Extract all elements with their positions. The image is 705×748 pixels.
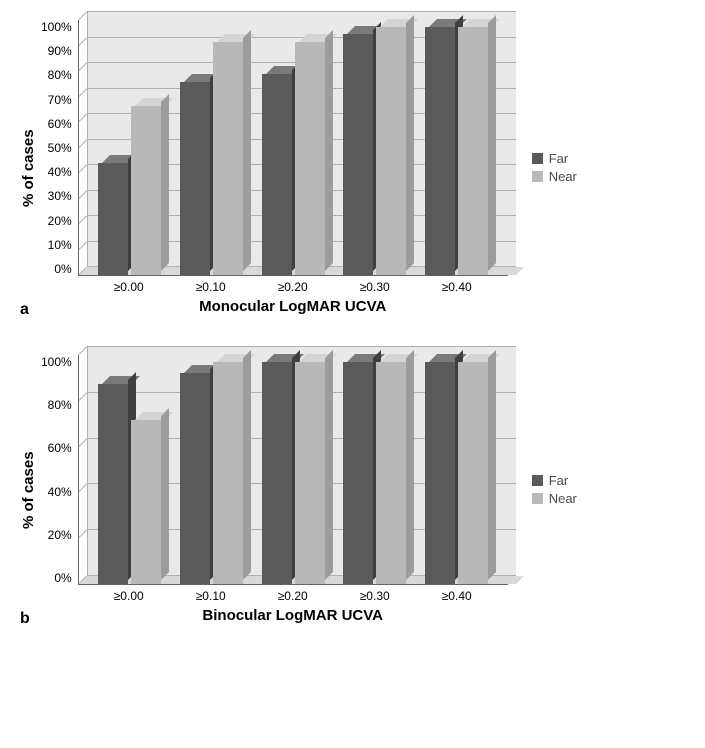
panel-label: b bbox=[20, 610, 30, 628]
bar-far bbox=[262, 74, 292, 275]
bar-far bbox=[425, 362, 455, 584]
bar-near bbox=[131, 420, 161, 584]
legend-swatch-icon bbox=[532, 475, 543, 486]
y-tick-label: 0% bbox=[41, 262, 72, 276]
bar-group bbox=[425, 362, 488, 584]
y-tick-label: 60% bbox=[41, 117, 72, 131]
y-tick-label: 80% bbox=[41, 68, 72, 82]
bar-far bbox=[262, 362, 292, 584]
bar-far bbox=[343, 34, 373, 275]
bar-far bbox=[98, 384, 128, 584]
bar-far bbox=[180, 373, 210, 584]
bar-group bbox=[343, 27, 406, 275]
x-axis-label: Monocular LogMAR UCVA bbox=[78, 298, 508, 315]
legend-item: Near bbox=[532, 491, 577, 506]
bar-far bbox=[180, 82, 210, 275]
x-tick-label: ≥0.30 bbox=[360, 589, 390, 603]
bar-group bbox=[98, 106, 161, 275]
bar-group bbox=[98, 384, 161, 584]
bar-near bbox=[376, 27, 406, 275]
y-tick-label: 20% bbox=[41, 214, 72, 228]
bar-group bbox=[343, 362, 406, 584]
y-tick-label: 70% bbox=[41, 93, 72, 107]
y-tick-label: 80% bbox=[41, 398, 72, 412]
bar-near bbox=[213, 42, 243, 275]
bar-near bbox=[131, 106, 161, 275]
x-tick-label: ≥0.40 bbox=[442, 280, 472, 294]
x-tick-label: ≥0.00 bbox=[114, 280, 144, 294]
x-tick-label: ≥0.20 bbox=[278, 589, 308, 603]
x-tick-label: ≥0.10 bbox=[196, 589, 226, 603]
y-tick-label: 0% bbox=[41, 571, 72, 585]
chart-panel-b: b% of cases100%80%60%40%20%0%≥0.00≥0.10≥… bbox=[20, 355, 685, 624]
y-tick-label: 20% bbox=[41, 528, 72, 542]
legend-item: Far bbox=[532, 473, 577, 488]
y-tick-label: 100% bbox=[41, 20, 72, 34]
bar-near bbox=[458, 27, 488, 275]
plot-area bbox=[78, 355, 508, 585]
bar-far bbox=[98, 163, 128, 275]
legend-label: Near bbox=[549, 491, 577, 506]
y-tick-label: 40% bbox=[41, 485, 72, 499]
x-tick-label: ≥0.30 bbox=[360, 280, 390, 294]
plot-area bbox=[78, 20, 508, 276]
bar-far bbox=[343, 362, 373, 584]
y-axis-label: % of cases bbox=[20, 375, 37, 605]
x-ticks: ≥0.00 ≥0.10 ≥0.20 ≥0.30 ≥0.40 bbox=[78, 585, 508, 603]
y-tick-label: 10% bbox=[41, 238, 72, 252]
bar-group bbox=[180, 362, 243, 584]
y-tick-label: 50% bbox=[41, 141, 72, 155]
y-ticks: 100% 90% 80% 70% 60% 50% 40% 30% 20% 10% 0% bbox=[41, 20, 78, 276]
bar-group bbox=[262, 42, 325, 275]
bar-groups bbox=[79, 355, 508, 584]
bar-groups bbox=[79, 20, 508, 275]
legend-label: Near bbox=[549, 169, 577, 184]
x-tick-label: ≥0.00 bbox=[114, 589, 144, 603]
bar-group bbox=[425, 27, 488, 275]
x-tick-label: ≥0.20 bbox=[278, 280, 308, 294]
y-ticks: 100% 80% 60% 40% 20% 0% bbox=[41, 355, 78, 585]
x-ticks: ≥0.00 ≥0.10 ≥0.20 ≥0.30 ≥0.40 bbox=[78, 276, 508, 294]
y-axis-label: % of cases bbox=[20, 40, 37, 296]
bar-near bbox=[295, 362, 325, 584]
bar-near bbox=[213, 362, 243, 584]
panel-label: a bbox=[20, 301, 29, 319]
bar-group bbox=[262, 362, 325, 584]
y-tick-label: 40% bbox=[41, 165, 72, 179]
legend-swatch-icon bbox=[532, 171, 543, 182]
legend-swatch-icon bbox=[532, 493, 543, 504]
chart-panel-a: a% of cases100%90%80%70%60%50%40%30%20%1… bbox=[20, 20, 685, 315]
bar-near bbox=[458, 362, 488, 584]
y-tick-label: 90% bbox=[41, 44, 72, 58]
y-tick-label: 30% bbox=[41, 189, 72, 203]
legend-label: Far bbox=[549, 473, 569, 488]
legend: Far Near bbox=[532, 148, 577, 187]
x-tick-label: ≥0.10 bbox=[196, 280, 226, 294]
x-tick-label: ≥0.40 bbox=[442, 589, 472, 603]
bar-near bbox=[376, 362, 406, 584]
x-axis-label: Binocular LogMAR UCVA bbox=[78, 607, 508, 624]
y-tick-label: 60% bbox=[41, 441, 72, 455]
bar-near bbox=[295, 42, 325, 275]
bar-group bbox=[180, 42, 243, 275]
legend-item: Near bbox=[532, 169, 577, 184]
legend: Far Near bbox=[532, 470, 577, 509]
bar-far bbox=[425, 27, 455, 275]
y-tick-label: 100% bbox=[41, 355, 72, 369]
legend-swatch-icon bbox=[532, 153, 543, 164]
legend-item: Far bbox=[532, 151, 577, 166]
legend-label: Far bbox=[549, 151, 569, 166]
